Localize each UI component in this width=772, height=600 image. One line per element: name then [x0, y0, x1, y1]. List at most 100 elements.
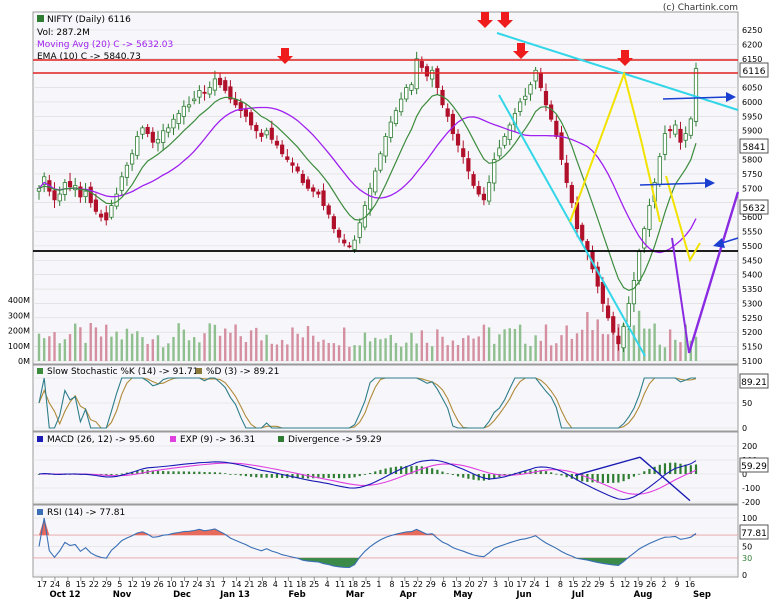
x-month-tick-label: Apr: [400, 590, 418, 600]
x-month-tick-label: May: [453, 590, 473, 600]
chart-legend: NIFTY (Daily) 6116 Vol: 287.2M Moving Av…: [37, 15, 173, 62]
x-day-tick-label: 15: [76, 580, 86, 589]
candle-body: [228, 86, 233, 100]
candle-body: [295, 166, 300, 172]
x-month-tick-label: Oct 12: [49, 590, 80, 600]
macd-divergence-bar: [441, 471, 444, 474]
x-day-tick-label: 22: [89, 580, 99, 589]
macd-divergence-bar: [368, 472, 372, 474]
volume-bar: [63, 339, 67, 361]
volume-bar: [555, 343, 558, 361]
macd-divergence-bar: [120, 473, 123, 475]
volume-bar: [348, 346, 351, 361]
volume-bar: [441, 336, 444, 361]
macd-divergence-bar: [374, 471, 377, 474]
price-tick-label: 5250: [742, 314, 762, 323]
candle-body: [642, 228, 647, 249]
macd-divergence-bar: [493, 474, 496, 479]
red-down-marker: [513, 43, 529, 59]
volume-bar: [586, 312, 589, 361]
macd-trend-b: [639, 456, 691, 502]
macd-divergence-bar: [275, 474, 279, 478]
price-tick-label: 5100: [742, 357, 762, 366]
volume-tick-label: 400M: [8, 296, 30, 305]
macd-divergence-bar: [260, 474, 263, 478]
macd-divergence-bar: [637, 473, 641, 475]
macd-divergence-bar: [162, 471, 165, 474]
volume-bar: [518, 324, 522, 361]
ma20-line: [38, 106, 697, 254]
price-tick-label: 5400: [742, 271, 762, 280]
macd-divergence-bar: [337, 474, 341, 479]
macd-divergence-bar: [198, 471, 201, 474]
arrow-right-1: [662, 92, 736, 102]
red-down-marker: [277, 48, 293, 64]
candle-body: [616, 335, 621, 345]
volume-bar: [679, 342, 682, 361]
candle-body: [78, 186, 83, 198]
candle-body: [243, 109, 249, 117]
volume-bar: [156, 335, 160, 361]
x-day-tick-label: 24: [50, 580, 60, 589]
candle-body: [543, 91, 549, 106]
x-month-tick-label: Aug: [634, 590, 653, 600]
macd-divergence-bar: [658, 464, 661, 474]
x-day-tick-label: 15: [400, 580, 410, 589]
price-tick-label: 5500: [742, 242, 762, 251]
x-day-tick-label: 11: [283, 580, 293, 589]
x-day-tick-label: 27: [478, 580, 488, 589]
x-day-tick-label: 18: [296, 580, 306, 589]
candle-body: [192, 98, 197, 102]
macd-tick-label: 0: [742, 470, 747, 479]
volume-bar: [141, 337, 144, 361]
volume-bar: [286, 344, 289, 361]
candle-body: [155, 138, 161, 144]
rsi-line: [38, 517, 697, 569]
candle-body: [580, 224, 585, 241]
volume-bar: [549, 345, 553, 361]
volume-bar: [260, 340, 263, 361]
stoch-tick-label: 50: [742, 399, 752, 408]
macd-divergence-bar: [317, 474, 320, 478]
macd-divergence-bar: [110, 474, 113, 476]
volume-bar: [99, 336, 103, 361]
candle-body: [497, 147, 502, 157]
macd-trend-a: [574, 456, 641, 477]
x-axis-ticks: 17 24 8 15 22 29 5 12 19 26 10 17 24 31 7 14 21 28 4 11 18 25…: [37, 577, 711, 600]
stoch-d-label: %D (3) -> 89.21: [206, 367, 279, 377]
macd-tick-label: -100: [742, 484, 760, 493]
candle-body: [621, 326, 626, 349]
volume-bar: [146, 343, 149, 361]
x-day-tick-label: 12: [620, 580, 630, 589]
candle-body: [528, 84, 533, 95]
volume-bar: [482, 324, 486, 361]
volume-bar: [229, 332, 232, 361]
candle-body: [135, 136, 140, 156]
x-day-tick-label: 3: [493, 580, 498, 589]
stoch-k-label: Slow Stochastic %K (14) -> 91.71: [47, 367, 198, 377]
candle-body: [233, 98, 238, 106]
x-day-tick-label: 11: [335, 580, 345, 589]
volume-bar: [477, 336, 480, 361]
candle-body: [331, 216, 336, 229]
rsi-value-label: 77.81: [741, 529, 767, 539]
volume-bar: [627, 312, 630, 361]
macd-divergence-bar: [575, 474, 579, 481]
volume-bar: [653, 323, 656, 361]
rsi-label: RSI (14) -> 77.81: [47, 508, 125, 518]
candle-body: [388, 121, 393, 138]
volume-bar: [612, 322, 615, 361]
macd-divergence-bar: [420, 466, 423, 474]
candle-body: [119, 176, 124, 191]
candle-body: [678, 128, 683, 143]
rsi-tick-label: 0: [742, 571, 747, 580]
macd-value-box: 59.29: [739, 457, 769, 473]
volume-bar: [565, 325, 568, 361]
x-day-tick-label: 20: [465, 580, 475, 589]
volume-bar: [234, 324, 237, 361]
volume-bar: [182, 329, 186, 361]
volume-bar: [58, 343, 61, 361]
candle-body: [264, 130, 269, 136]
macd-divergence-bar: [384, 468, 387, 474]
